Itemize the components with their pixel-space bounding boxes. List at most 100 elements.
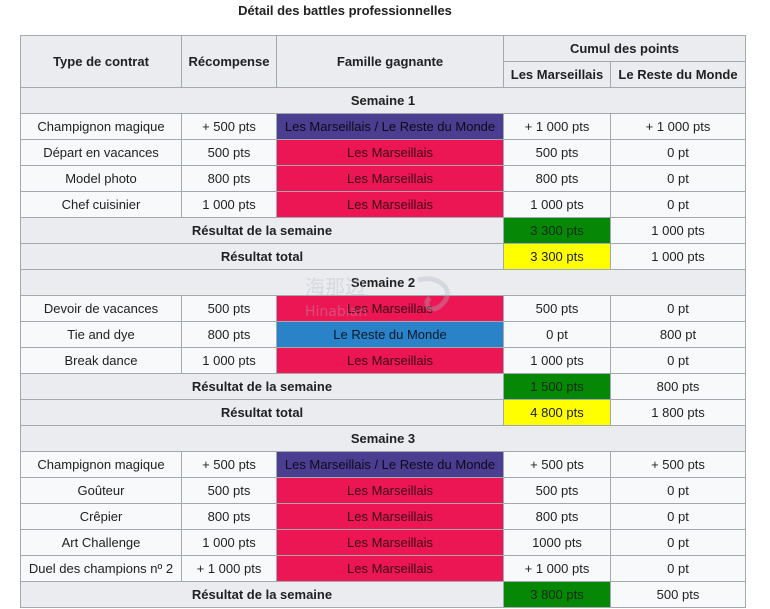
table-row: Duel des champions nº 2 + 1 000 pts Les Ma… [20, 555, 746, 582]
table-row: Champignon magique + 500 pts Les Marseilla… [20, 113, 746, 140]
reward-cell: + 500 pts [181, 451, 277, 478]
reward-cell: 800 pts [181, 503, 277, 530]
reward-cell: 500 pts [181, 477, 277, 504]
winner-cell: Les Marseillais [276, 477, 504, 504]
table-row: Break dance 1 000 pts Les Marseillais 1 000… [20, 347, 746, 374]
reward-cell: 1 000 pts [181, 347, 277, 374]
contract-cell: Model photo [20, 165, 182, 192]
points-marseillais-cell: 500 pts [503, 295, 611, 322]
points-reste-cell: 0 pt [610, 139, 746, 166]
total-result-marseillais: 3 300 pts [503, 243, 611, 270]
total-result-row: Résultat total 4 800 pts 1 800 pts [20, 399, 746, 426]
week-header-row: Semaine 2 [20, 269, 746, 296]
week-result-marseillais: 1 500 pts [503, 373, 611, 400]
total-result-reste: 1 000 pts [610, 243, 746, 270]
week-result-label: Résultat de la semaine [20, 217, 504, 244]
contract-cell: Crêpier [20, 503, 182, 530]
header-winner: Famille gagnante [276, 35, 504, 88]
week-result-reste: 1 000 pts [610, 217, 746, 244]
week-header-row: Semaine 1 [20, 87, 746, 114]
points-marseillais-cell: 1000 pts [503, 529, 611, 556]
points-marseillais-cell: 1 000 pts [503, 347, 611, 374]
contract-cell: Break dance [20, 347, 182, 374]
winner-cell: Les Marseillais [276, 139, 504, 166]
week-result-row: Résultat de la semaine 1 500 pts 800 pts [20, 373, 746, 400]
total-result-reste: 1 800 pts [610, 399, 746, 426]
winner-cell: Les Marseillais [276, 295, 504, 322]
points-reste-cell: 0 pt [610, 191, 746, 218]
winner-cell: Les Marseillais [276, 555, 504, 582]
contract-cell: Goûteur [20, 477, 182, 504]
week-result-reste: 800 pts [610, 373, 746, 400]
reward-cell: 500 pts [181, 295, 277, 322]
points-reste-cell: 0 pt [610, 347, 746, 374]
contract-cell: Départ en vacances [20, 139, 182, 166]
contract-cell: Art Challenge [20, 529, 182, 556]
total-result-marseillais: 4 800 pts [503, 399, 611, 426]
points-reste-cell: + 1 000 pts [610, 113, 746, 140]
week-result-row: Résultat de la semaine 3 800 pts 500 pts [20, 581, 746, 608]
winner-cell: Les Marseillais / Le Reste du Monde [276, 451, 504, 478]
winner-cell: Les Marseillais [276, 529, 504, 556]
points-marseillais-cell: + 1 000 pts [503, 555, 611, 582]
points-reste-cell: 0 pt [610, 295, 746, 322]
table-row: Champignon magique + 500 pts Les Marseilla… [20, 451, 746, 478]
table-row: Départ en vacances 500 pts Les Marseillais… [20, 139, 746, 166]
points-marseillais-cell: 500 pts [503, 477, 611, 504]
total-result-label: Résultat total [20, 243, 504, 270]
week-title: Semaine 3 [20, 425, 746, 452]
total-result-row: Résultat total 3 300 pts 1 000 pts [20, 243, 746, 270]
table-body: Semaine 1 Champignon magique + 500 pts Les … [20, 87, 746, 608]
week-result-row: Résultat de la semaine 3 300 pts 1 000 pts [20, 217, 746, 244]
week-result-label: Résultat de la semaine [20, 581, 504, 608]
winner-cell: Les Marseillais [276, 503, 504, 530]
points-marseillais-cell: 800 pts [503, 503, 611, 530]
reward-cell: 500 pts [181, 139, 277, 166]
points-reste-cell: 800 pt [610, 321, 746, 348]
points-marseillais-cell: + 1 000 pts [503, 113, 611, 140]
table-row: Devoir de vacances 500 pts Les Marseillais… [20, 295, 746, 322]
points-reste-cell: 0 pt [610, 477, 746, 504]
table-row: Goûteur 500 pts Les Marseillais 500 pts 0 pt [20, 477, 746, 504]
points-reste-cell: 0 pt [610, 503, 746, 530]
week-result-marseillais: 3 300 pts [503, 217, 611, 244]
header-cumul: Cumul des points [503, 35, 746, 62]
winner-cell: Le Reste du Monde [276, 321, 504, 348]
reward-cell: + 500 pts [181, 113, 277, 140]
reward-cell: 1 000 pts [181, 191, 277, 218]
table-row: Tie and dye 800 pts Le Reste du Monde 0 pt 8… [20, 321, 746, 348]
table-row: Chef cuisinier 1 000 pts Les Marseillais 1 … [20, 191, 746, 218]
reward-cell: 1 000 pts [181, 529, 277, 556]
week-result-reste: 500 pts [610, 581, 746, 608]
header-team-marseillais: Les Marseillais [503, 61, 611, 88]
points-marseillais-cell: 500 pts [503, 139, 611, 166]
table-row: Model photo 800 pts Les Marseillais 800 pts… [20, 165, 746, 192]
reward-cell: 800 pts [181, 321, 277, 348]
contract-cell: Champignon magique [20, 451, 182, 478]
week-title: Semaine 2 [20, 269, 746, 296]
contract-cell: Tie and dye [20, 321, 182, 348]
points-marseillais-cell: + 500 pts [503, 451, 611, 478]
week-result-marseillais: 3 800 pts [503, 581, 611, 608]
table-caption: Détail des battles professionnelles [238, 3, 452, 18]
contract-cell: Champignon magique [20, 113, 182, 140]
points-marseillais-cell: 800 pts [503, 165, 611, 192]
header-contract: Type de contrat [20, 35, 182, 88]
week-header-row: Semaine 3 [20, 425, 746, 452]
header-reward: Récompense [181, 35, 277, 88]
winner-cell: Les Marseillais / Le Reste du Monde [276, 113, 504, 140]
header-team-reste: Le Reste du Monde [610, 61, 746, 88]
points-reste-cell: + 500 pts [610, 451, 746, 478]
battles-table: Type de contrat Récompense Famille gagna… [20, 35, 746, 608]
table-row: Crêpier 800 pts Les Marseillais 800 pts 0 pt [20, 503, 746, 530]
contract-cell: Chef cuisinier [20, 191, 182, 218]
reward-cell: + 1 000 pts [181, 555, 277, 582]
contract-cell: Devoir de vacances [20, 295, 182, 322]
points-reste-cell: 0 pt [610, 555, 746, 582]
points-reste-cell: 0 pt [610, 165, 746, 192]
winner-cell: Les Marseillais [276, 165, 504, 192]
winner-cell: Les Marseillais [276, 347, 504, 374]
winner-cell: Les Marseillais [276, 191, 504, 218]
reward-cell: 800 pts [181, 165, 277, 192]
week-title: Semaine 1 [20, 87, 746, 114]
